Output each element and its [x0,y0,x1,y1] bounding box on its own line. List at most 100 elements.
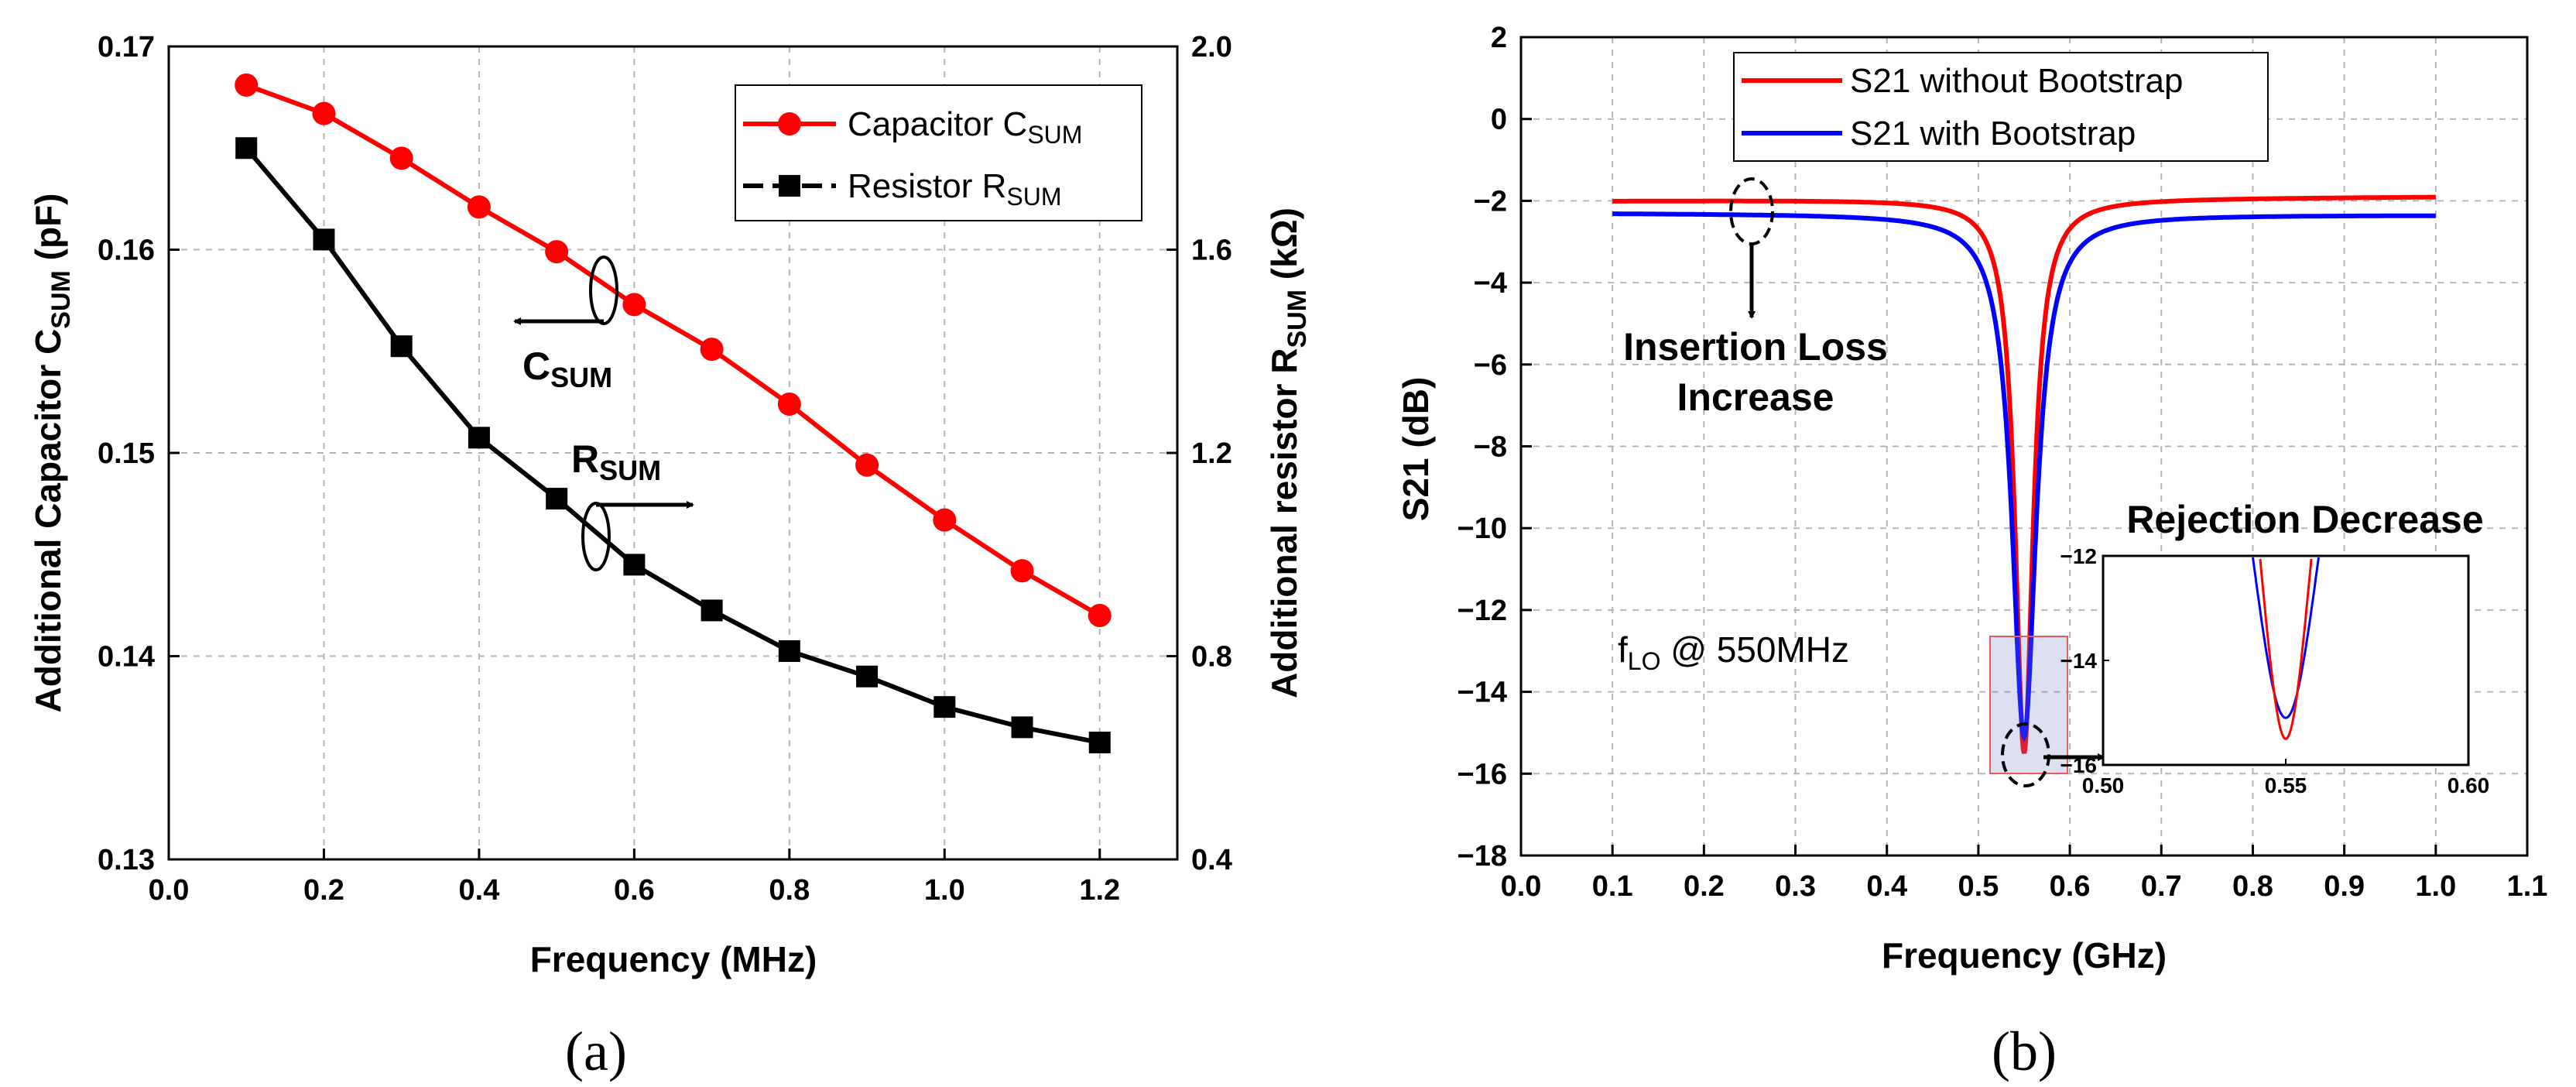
inset-y-tick-label: −16 [2060,753,2098,777]
series-capacitor-point [1088,604,1112,627]
inset-x-tick-label: 0.60 [2448,773,2490,797]
chart-b-x-tick-label: 0.7 [2141,870,2182,903]
insertion-loss-ellipse [1729,177,1774,245]
inset-without-bootstrap-line [2259,558,2313,740]
chart-b-x-tick-label: 1.0 [2415,870,2456,903]
rejection-label: Rejection Decrease [2126,498,2483,541]
chart-a-right-y-tick-label: 1.6 [1191,235,1232,267]
insertion-loss-label-line-1: Insertion Loss [1623,325,1888,369]
series-capacitor-point [312,101,336,125]
series-capacitor-point [622,293,646,317]
series-without-bootstrap-line [1612,194,2436,754]
csum-annotation: CSUM [513,255,618,393]
legend-resistor-marker [779,175,800,197]
chart-a-x-tick-label: 0.2 [303,874,344,907]
chart-b-y-tick-label: 2 [1491,22,1507,54]
chart-a-x-tick-label: 0.6 [614,874,655,907]
chart-b-x-axis-label: Frequency (GHz) [1882,935,2167,976]
chart-a-right-y-axis-label: Additional resistor RSUM (kΩ) [1264,207,1312,698]
inset-x-tick-label: 0.50 [2082,773,2125,797]
series-resistor-point [1011,716,1033,739]
panel-b-label: (b) [1992,1020,2057,1082]
chart-b: 0.0 0.1 0.2 0.3 0.4 0.5 0.6 0.7 0.8 0.9 1.0 1.1 2 0 −2… [1396,22,2547,1082]
chart-b-x-tick-label: 0.6 [2050,870,2091,903]
inset-y-tick-label: −14 [2060,649,2098,673]
chart-a-x-tick-label: 0.8 [769,874,810,907]
rsum-annotation: RSUM [571,437,694,571]
chart-a-right-y-tick-label: 0.4 [1191,844,1232,876]
chart-b-y-tick-label: −16 [1458,758,1507,790]
series-resistor-line [244,146,1101,746]
series-resistor-point [623,554,646,576]
chart-b-y-tick-label: −2 [1474,185,1507,218]
series-resistor-point [390,335,413,358]
rsum-ellipse [581,502,611,571]
chart-b-y-tick-label: −18 [1458,840,1507,873]
chart-b-y-tick-label: 0 [1491,104,1507,136]
chart-a-x-tick-label: 1.0 [924,874,965,907]
csum-label: CSUM [522,345,612,393]
series-resistor-point [468,427,490,449]
series-capacitor-point [1010,559,1034,583]
chart-b-x-tick-label: 0.4 [1866,870,1907,903]
chart-a-left-y-axis-label: Additional Capacitor CSUM (pF) [28,194,76,713]
series-resistor-point [933,696,956,718]
series-capacitor-point [235,73,259,97]
series-resistor-point [856,665,879,688]
series-with-bootstrap-line [1612,211,2436,742]
series-capacitor-point [855,453,879,477]
legend-with-bootstrap-label: S21 with Bootstrap [1850,115,2136,153]
series-resistor-point [701,599,723,622]
chart-b-x-tick-label: 0.1 [1592,870,1633,903]
flo-label: fLO @ 550MHz [1618,629,1849,675]
inset-chart: 0.50 0.55 0.60 −12 −14 −16 [2060,544,2490,797]
panel-a-label: (a) [565,1020,627,1082]
insertion-loss-annotation: Insertion Loss Increase [1623,177,1888,419]
chart-a-x-axis-label: Frequency (MHz) [530,939,817,979]
chart-b-y-tick-label: −10 [1458,513,1507,545]
chart-a-x-tick-label: 1.2 [1079,874,1120,907]
insertion-loss-label-line-2: Increase [1677,375,1834,419]
chart-a-left-y-tick-label: 0.17 [98,31,155,63]
inset-y-tick-label: −12 [2060,544,2098,568]
rejection-ellipse [2001,722,2050,787]
series-capacitor-point [389,146,413,170]
series-resistor-point [778,640,800,662]
chart-a-x-tick-label: 0.0 [149,874,190,907]
series-capacitor-point [933,508,957,532]
legend-capacitor-label: Capacitor CSUM [848,105,1082,149]
chart-a-left-y-tick-label: 0.16 [98,235,155,267]
chart-a-right-y-tick-label: 1.2 [1191,437,1232,470]
series-resistor-point [313,228,335,251]
series-resistor-point [546,488,568,510]
chart-b-y-tick-label: −14 [1458,677,1507,709]
chart-b-y-axis-label: S21 (dB) [1396,377,1436,522]
chart-a-x-tick-label: 0.4 [459,874,500,907]
chart-b-x-tick-label: 0.9 [2324,870,2365,903]
chart-b-x-tick-label: 1.1 [2507,870,2548,903]
chart-a-left-y-tick-label: 0.14 [98,641,155,674]
chart-a-left-y-tick-label: 0.15 [98,437,155,470]
legend-without-bootstrap-label: S21 without Bootstrap [1850,62,2183,100]
chart-a-right-y-tick-label: 0.8 [1191,641,1232,674]
chart-b-legend: S21 without Bootstrap S21 with Bootstrap [1733,52,2269,162]
chart-a-right-y-tick-label: 2.0 [1191,31,1232,63]
rejection-annotation: Rejection Decrease [2001,498,2484,787]
series-capacitor-point [777,393,801,416]
series-capacitor-point [467,195,491,219]
chart-b-y-tick-label: −6 [1474,349,1507,382]
chart-b-x-tick-label: 0.5 [1958,870,1999,903]
chart-b-x-tick-label: 0.3 [1775,870,1816,903]
rsum-label: RSUM [571,437,661,486]
series-capacitor-point [545,240,569,264]
chart-b-y-tick-label: −12 [1458,595,1507,627]
series-capacitor-point [700,338,724,362]
chart-b-x-tick-label: 0.2 [1684,870,1725,903]
chart-a-left-y-tick-label: 0.13 [98,844,155,876]
series-capacitor-line [245,83,1101,618]
series-resistor-point [1088,732,1111,754]
chart-b-x-tick-label: 0.0 [1501,870,1542,903]
inset-x-tick-label: 0.55 [2265,773,2307,797]
csum-ellipse [589,255,618,325]
